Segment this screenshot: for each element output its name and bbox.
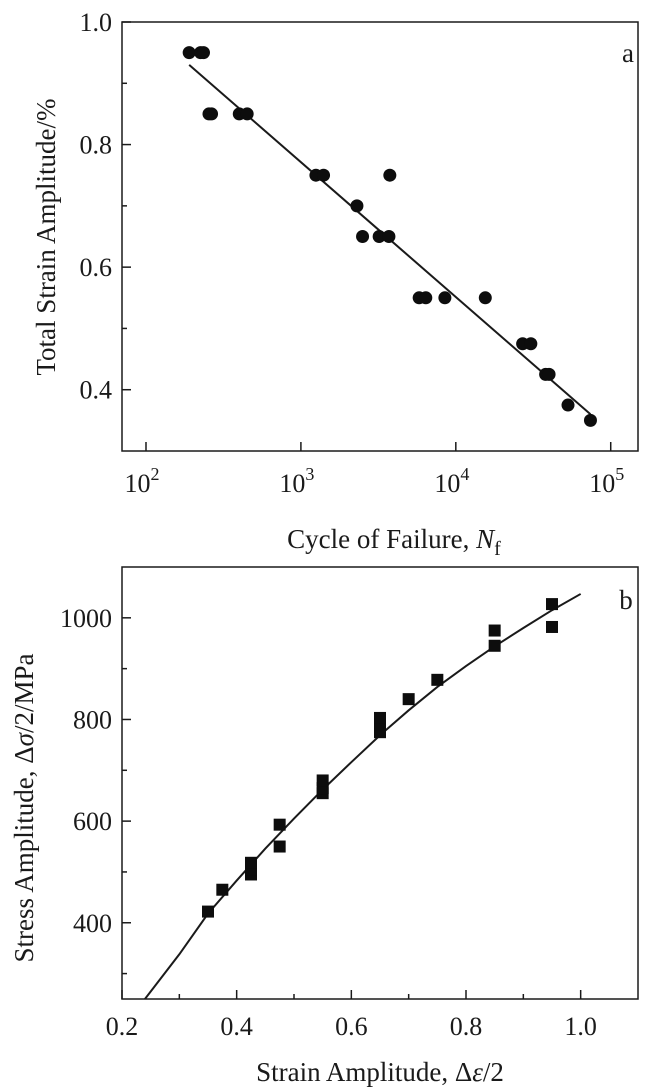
panel-a-x-axis-title-var: N bbox=[475, 524, 496, 554]
panel-b-data-point bbox=[374, 711, 386, 724]
panel-b-data-point bbox=[402, 693, 415, 706]
panel-a-data-point bbox=[478, 291, 492, 305]
panel-b-fit-curve bbox=[144, 593, 582, 999]
panel-b-data-point bbox=[216, 883, 229, 896]
panel-b-data-point bbox=[488, 639, 501, 652]
panel-b-x-tick-label: 0.4 bbox=[220, 1012, 253, 1041]
panel-a-data-point bbox=[524, 337, 538, 351]
panel-b-x-ticks: 0.2 0.4 0.6 0.8 1.0 bbox=[106, 990, 597, 1041]
panel-b-y-axis-title-text: Stress Amplitude, Δ bbox=[9, 746, 39, 962]
panel-a-x-tick-label: 104 bbox=[434, 464, 469, 498]
panel-b-data-point bbox=[245, 856, 257, 869]
panel-b-x-axis-title: Strain Amplitude, Δε/2 bbox=[256, 1057, 504, 1087]
panel-b-x-axis-title-tail: /2 bbox=[483, 1057, 504, 1087]
panel-b-data-point bbox=[202, 905, 214, 918]
panel-b-y-axis-title-var: σ bbox=[9, 731, 39, 746]
panel-a-x-tick-label: 105 bbox=[589, 464, 624, 498]
panel-b-y-tick-label: 1000 bbox=[60, 604, 112, 633]
panel-a-y-ticks: 0.4 0.6 0.8 1.0 bbox=[80, 8, 131, 405]
panel-a-y-axis-title: Total Strain Amplitude/% bbox=[31, 98, 61, 375]
panel-b-y-ticks: 400 600 800 1000 bbox=[60, 604, 131, 975]
panel-b-data-point bbox=[488, 624, 501, 637]
panel-a-data-points bbox=[182, 46, 597, 427]
panel-b-data-point bbox=[431, 673, 444, 686]
panel-b-data-point bbox=[316, 774, 329, 787]
panel-a-plot-frame bbox=[121, 21, 639, 452]
panel-a-y-tick-label: 0.4 bbox=[80, 376, 113, 405]
panel-b-y-tick-label: 800 bbox=[73, 705, 112, 734]
panel-a-data-point bbox=[583, 413, 597, 427]
panel-b-data-points bbox=[202, 598, 558, 918]
panel-a-data-point bbox=[205, 107, 219, 121]
panel-a-data-point bbox=[561, 398, 575, 412]
panel-a-data-point bbox=[438, 291, 452, 305]
panel-a-y-tick-label: 0.6 bbox=[80, 253, 113, 282]
panel-b-data-point bbox=[273, 818, 286, 831]
panel-a-data-point bbox=[419, 291, 433, 305]
panel-a-data-point bbox=[383, 168, 397, 182]
panel-b-x-tick-label: 0.8 bbox=[450, 1012, 483, 1041]
panel-a-data-point bbox=[382, 230, 396, 243]
panel-b-data-point bbox=[546, 598, 558, 611]
panel-b-y-tick-label: 400 bbox=[73, 909, 112, 938]
panel-a-x-tick-label: 103 bbox=[279, 464, 314, 498]
panel-b-stress-strain-chart: 0.2 0.4 0.6 0.8 1.0 400 600 800 1000 b Strain A… bbox=[9, 566, 639, 1087]
panel-a-data-point bbox=[240, 107, 254, 121]
panel-a-y-tick-label: 1.0 bbox=[80, 8, 113, 37]
panel-a-data-point bbox=[350, 199, 364, 213]
panel-b-x-tick-label: 0.6 bbox=[335, 1012, 368, 1041]
panel-a-label: a bbox=[622, 38, 634, 68]
panel-a-data-point bbox=[317, 168, 331, 182]
panel-a-x-axis-title: Cycle of Failure, Nf bbox=[287, 524, 501, 560]
panel-a-data-point bbox=[542, 367, 556, 381]
panel-b-x-tick-label: 0.2 bbox=[106, 1012, 139, 1041]
panel-b-y-axis-title-tail: /2/MPa bbox=[9, 654, 39, 734]
panel-b-y-axis-title: Stress Amplitude, Δσ/2/MPa bbox=[9, 654, 39, 963]
panel-b-x-axis-title-text: Strain Amplitude, Δ bbox=[256, 1057, 472, 1087]
panel-a-data-point bbox=[196, 46, 210, 60]
panel-a-fatigue-life-chart: 102 103 104 105 0.4 0.6 0.8 1.0 a Cycle of Fai… bbox=[31, 8, 639, 560]
panel-a-x-tick-label: 102 bbox=[124, 464, 159, 498]
panel-a-data-point bbox=[372, 230, 386, 243]
panel-a-data-point bbox=[182, 46, 196, 60]
panel-b-plot-frame bbox=[121, 566, 639, 1000]
panel-b-label: b bbox=[619, 585, 633, 615]
panel-a-x-axis-title-sub: f bbox=[494, 538, 501, 560]
panel-b-y-tick-label: 600 bbox=[73, 807, 112, 836]
panel-a-y-tick-label: 0.8 bbox=[80, 131, 113, 160]
panel-a-x-axis-title-text: Cycle of Failure, bbox=[287, 524, 476, 554]
panel-b-x-axis-title-var: ε bbox=[472, 1057, 483, 1087]
panel-b-data-point bbox=[546, 620, 558, 633]
panel-a-x-ticks: 102 103 104 105 bbox=[124, 442, 624, 498]
panel-b-data-point bbox=[273, 840, 286, 853]
panel-a-data-point bbox=[356, 230, 370, 243]
panel-b-x-tick-label: 1.0 bbox=[564, 1012, 597, 1041]
